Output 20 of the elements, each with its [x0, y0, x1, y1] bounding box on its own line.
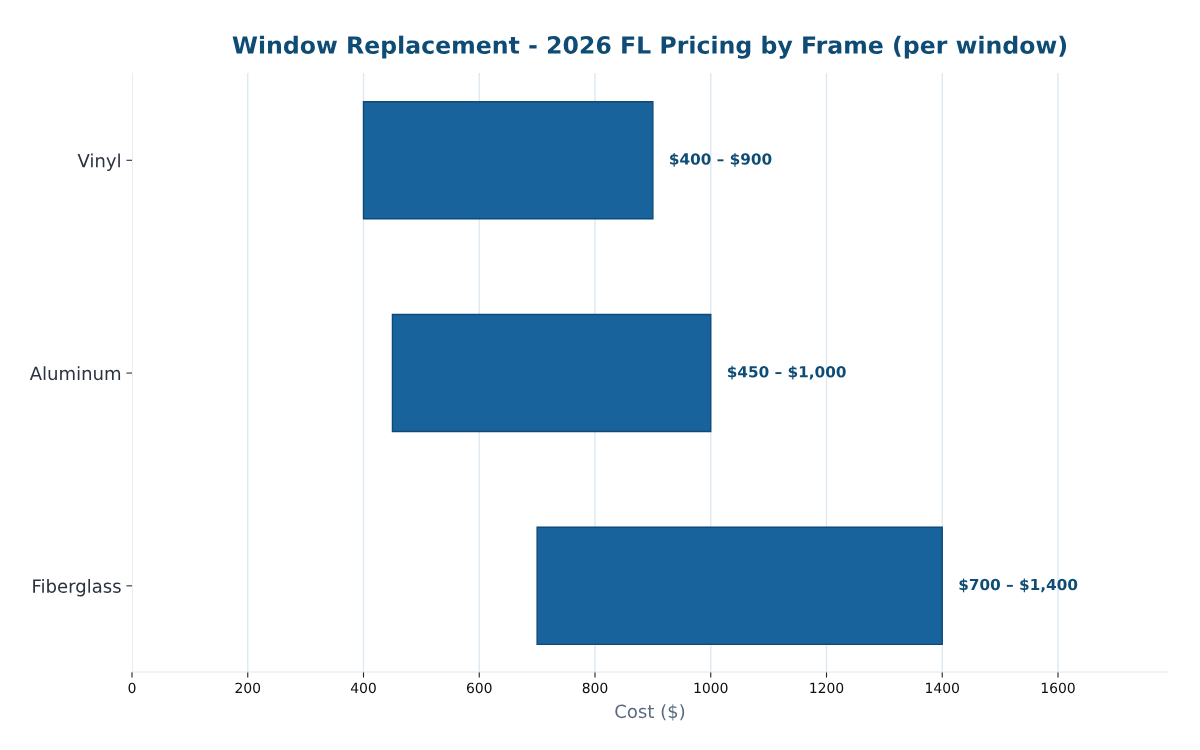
x-tick-label: 800 [582, 682, 608, 694]
bar [362, 101, 654, 220]
x-tick-label: 1400 [926, 682, 959, 694]
y-tick-label: Aluminum [29, 366, 121, 381]
x-tick-label: 400 [350, 682, 376, 694]
bar [391, 313, 712, 433]
bar [536, 526, 943, 646]
y-tick-label: Vinyl [77, 153, 120, 171]
x-tick-label: 200 [235, 682, 261, 694]
annotation: $400 – $900 [670, 152, 772, 167]
x-tick-label: 1600 [1041, 682, 1075, 694]
x-tick-label: 1000 [694, 682, 728, 694]
x-tick-label: 1200 [810, 682, 844, 694]
y-tick-label: Fiberglass [33, 578, 121, 597]
x-tick-label: 0 [128, 682, 136, 694]
chart-title: Window Replacement - 2026 FL Pricing by Frame (per window) [232, 35, 1067, 59]
x-axis-title: Cost ($) [615, 704, 685, 721]
annotation: $450 – $1,000 [727, 365, 846, 380]
x-tick-label: 600 [466, 682, 492, 694]
annotation: $700 – $1,400 [959, 578, 1078, 593]
